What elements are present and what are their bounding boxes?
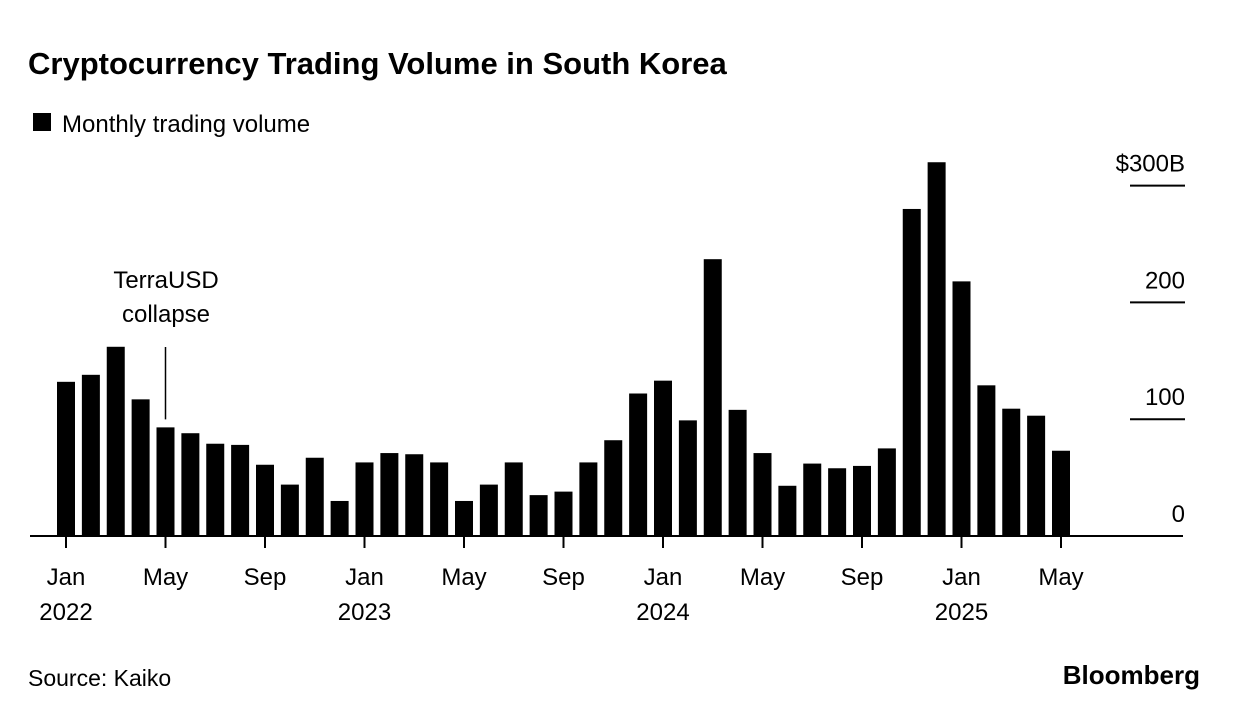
- bar-2024-06: [778, 485, 797, 536]
- bloomberg-logo: Bloomberg: [1063, 660, 1200, 690]
- bar-2022-08: [231, 444, 250, 536]
- x-tick-month: May: [143, 564, 188, 591]
- bar-2025-03: [1002, 408, 1021, 536]
- bar-2025-05: [1052, 450, 1070, 536]
- bar-2022-02: [81, 374, 100, 536]
- bar-2023-01: [355, 462, 374, 536]
- bar-2023-10: [579, 462, 598, 536]
- bar-2024-08: [828, 468, 847, 536]
- x-tick-month: Jan: [47, 564, 86, 591]
- x-tick-month: May: [1038, 564, 1083, 591]
- bar-2022-07: [206, 443, 225, 536]
- bar-2025-04: [1027, 415, 1046, 536]
- bar-2024-01: [654, 380, 672, 536]
- bar-2023-12: [629, 393, 648, 536]
- bar-2022-04: [131, 399, 150, 536]
- legend-label: Monthly trading volume: [62, 111, 310, 138]
- bar-2023-05: [455, 500, 473, 536]
- bar-2023-03: [405, 454, 424, 536]
- bar-2023-11: [604, 440, 623, 536]
- bar-2024-05: [753, 453, 772, 536]
- bar-2023-09: [554, 491, 573, 536]
- bar-2022-05: [156, 427, 175, 536]
- bar-2022-03: [106, 346, 125, 536]
- bar-2024-03: [703, 259, 722, 536]
- bar-2024-12: [927, 162, 946, 537]
- bar-2022-12: [330, 500, 349, 536]
- bar-2022-06: [181, 433, 200, 536]
- bar-2023-02: [380, 453, 399, 536]
- source-text: Source: Kaiko: [28, 665, 171, 691]
- y-tick-label: $300B: [1116, 151, 1185, 178]
- bar-2023-07: [504, 462, 523, 536]
- annotation-line-1: TerraUSD: [113, 267, 218, 294]
- y-tick-label: 100: [1145, 384, 1185, 411]
- bar-2024-07: [803, 463, 822, 536]
- x-tick-month: May: [441, 564, 486, 591]
- annotation-line-2: collapse: [122, 301, 210, 328]
- x-tick-month: Sep: [542, 564, 585, 591]
- bar-2022-01: [57, 381, 75, 536]
- bar-2022-09: [256, 464, 274, 536]
- x-tick-month: Jan: [942, 564, 981, 591]
- x-tick-year: 2023: [338, 599, 391, 626]
- legend-swatch: [33, 113, 51, 131]
- bar-2024-02: [678, 420, 697, 536]
- bar-2022-11: [305, 457, 324, 536]
- bar-2025-01: [952, 281, 971, 536]
- x-tick-year: 2024: [636, 599, 689, 626]
- x-tick-year: 2025: [935, 599, 988, 626]
- bar-2025-02: [977, 385, 996, 536]
- x-tick-month: Sep: [244, 564, 287, 591]
- x-tick-year: 2022: [39, 599, 92, 626]
- bar-2023-06: [479, 484, 498, 536]
- y-tick-label: 200: [1145, 267, 1185, 294]
- x-tick-month: Jan: [345, 564, 384, 591]
- x-tick-month: May: [740, 564, 785, 591]
- bar-2024-04: [728, 409, 747, 536]
- bar-2022-10: [280, 484, 299, 536]
- bar-2024-09: [853, 465, 871, 536]
- chart-title: Cryptocurrency Trading Volume in South K…: [28, 46, 728, 81]
- x-tick-month: Jan: [644, 564, 683, 591]
- bar-2023-04: [430, 462, 449, 536]
- bar-2024-11: [902, 208, 921, 536]
- bar-2024-10: [877, 448, 896, 536]
- x-tick-month: Sep: [841, 564, 884, 591]
- bar-2023-08: [529, 495, 548, 536]
- y-tick-label: 0: [1172, 501, 1185, 528]
